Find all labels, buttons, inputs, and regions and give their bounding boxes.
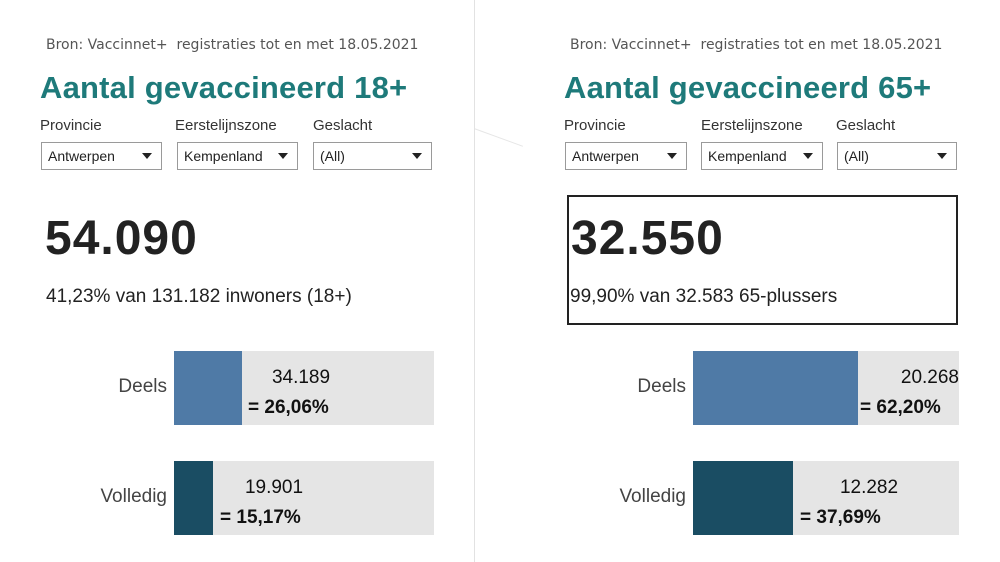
bar-count-volledig: 19.901 <box>244 477 304 498</box>
provincie-select-value: Antwerpen <box>48 148 115 164</box>
bar-track-volledig <box>693 461 959 535</box>
caret-down-icon <box>667 153 677 159</box>
geslacht-select[interactable]: (All) <box>837 142 957 170</box>
panel-gap <box>474 0 524 562</box>
filter-label-provincie: Provincie <box>40 117 102 134</box>
caret-down-icon <box>142 153 152 159</box>
bar-track-deels <box>174 351 434 425</box>
coverage-summary: 41,23% van 131.182 inwoners (18+) <box>46 286 352 307</box>
eerstelijnszone-select[interactable]: Kempenland <box>177 142 298 170</box>
dashboard-panel-65plus: Bron: Vaccinnet+ registraties tot en met… <box>524 0 1000 562</box>
geslacht-select-value: (All) <box>844 148 869 164</box>
filter-label-provincie: Provincie <box>564 117 626 134</box>
coverage-summary: 99,90% van 32.583 65-plussers <box>570 286 838 307</box>
bar-volledig <box>693 461 794 535</box>
source-note: Bron: Vaccinnet+ registraties tot en met… <box>570 37 943 53</box>
bar-deels <box>174 351 242 425</box>
geslacht-select[interactable]: (All) <box>313 142 432 170</box>
bar-label-volledig: Volledig <box>619 486 686 507</box>
eerstelijnszone-select-value: Kempenland <box>184 148 263 164</box>
bar-percent-volledig: = 15,17% <box>220 507 301 528</box>
eerstelijnszone-select[interactable]: Kempenland <box>701 142 823 170</box>
panel-title: Aantal gevaccineerd 65+ <box>564 70 932 105</box>
source-note: Bron: Vaccinnet+ registraties tot en met… <box>46 37 419 53</box>
caret-down-icon <box>803 153 813 159</box>
bar-count-deels: 20.268 <box>900 367 959 388</box>
bar-label-volledig: Volledig <box>100 486 167 507</box>
total-vaccinated: 32.550 <box>571 212 724 265</box>
bar-label-deels: Deels <box>118 376 167 397</box>
caret-down-icon <box>937 153 947 159</box>
caret-down-icon <box>278 153 288 159</box>
filter-label-eerstelijnszone: Eerstelijnszone <box>175 117 277 134</box>
bar-count-volledig: 12.282 <box>839 477 899 498</box>
panel-title: Aantal gevaccineerd 18+ <box>40 70 408 105</box>
caret-down-icon <box>412 153 422 159</box>
bar-percent-deels: = 26,06% <box>248 397 329 418</box>
provincie-select[interactable]: Antwerpen <box>565 142 687 170</box>
bar-volledig <box>174 461 214 535</box>
bar-count-deels: 34.189 <box>271 367 331 388</box>
bar-percent-deels: = 62,20% <box>860 397 941 418</box>
bar-track-volledig <box>174 461 434 535</box>
bar-label-deels: Deels <box>637 376 686 397</box>
total-highlight-box <box>567 195 958 325</box>
filter-label-geslacht: Geslacht <box>313 117 373 134</box>
bar-track-deels <box>693 351 959 425</box>
provincie-select[interactable]: Antwerpen <box>41 142 162 170</box>
panel-divider <box>474 0 475 562</box>
dashboard-panel-18plus: Bron: Vaccinnet+ registraties tot en met… <box>0 0 474 562</box>
bar-deels <box>693 351 859 425</box>
eerstelijnszone-select-value: Kempenland <box>708 148 787 164</box>
total-vaccinated: 54.090 <box>45 212 198 265</box>
provincie-select-value: Antwerpen <box>572 148 639 164</box>
bar-percent-volledig: = 37,69% <box>800 507 881 528</box>
geslacht-select-value: (All) <box>320 148 345 164</box>
filter-label-eerstelijnszone: Eerstelijnszone <box>701 117 803 134</box>
filter-label-geslacht: Geslacht <box>836 117 896 134</box>
